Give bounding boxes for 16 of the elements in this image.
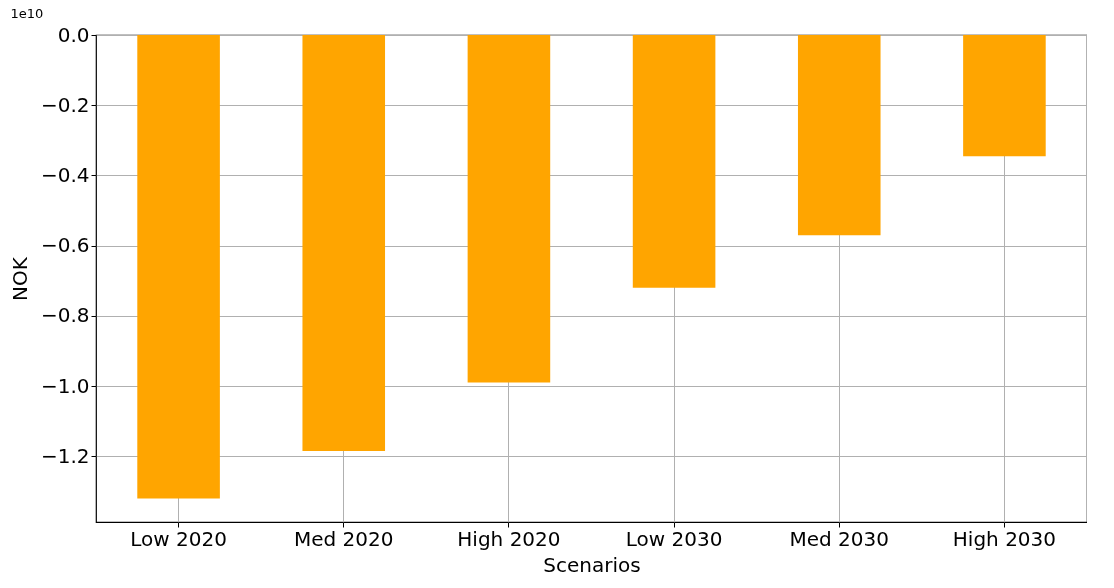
x-tick-label: High 2030 <box>952 526 1057 551</box>
x-tick-label: Med 2030 <box>789 526 890 551</box>
y-tick-label: −1.0 <box>40 373 90 398</box>
y-tick-label: 0.0 <box>57 22 90 47</box>
text: 1e10 <box>10 6 44 21</box>
y-tick-label: −0.2 <box>40 92 90 117</box>
y-axis-title: NOK <box>7 256 32 301</box>
y-tick-label: −0.4 <box>40 162 90 187</box>
y-tick-label: −0.8 <box>40 303 90 328</box>
x-tick-label: Med 2020 <box>293 526 394 551</box>
y-tick-label: −1.2 <box>40 443 90 468</box>
x-axis-title: Scenarios <box>543 552 641 577</box>
y-tick-label: −0.6 <box>40 233 90 258</box>
x-tick-label: Low 2030 <box>625 526 723 551</box>
x-tick-label: High 2020 <box>457 526 561 551</box>
x-tick-label: Low 2020 <box>130 526 227 551</box>
